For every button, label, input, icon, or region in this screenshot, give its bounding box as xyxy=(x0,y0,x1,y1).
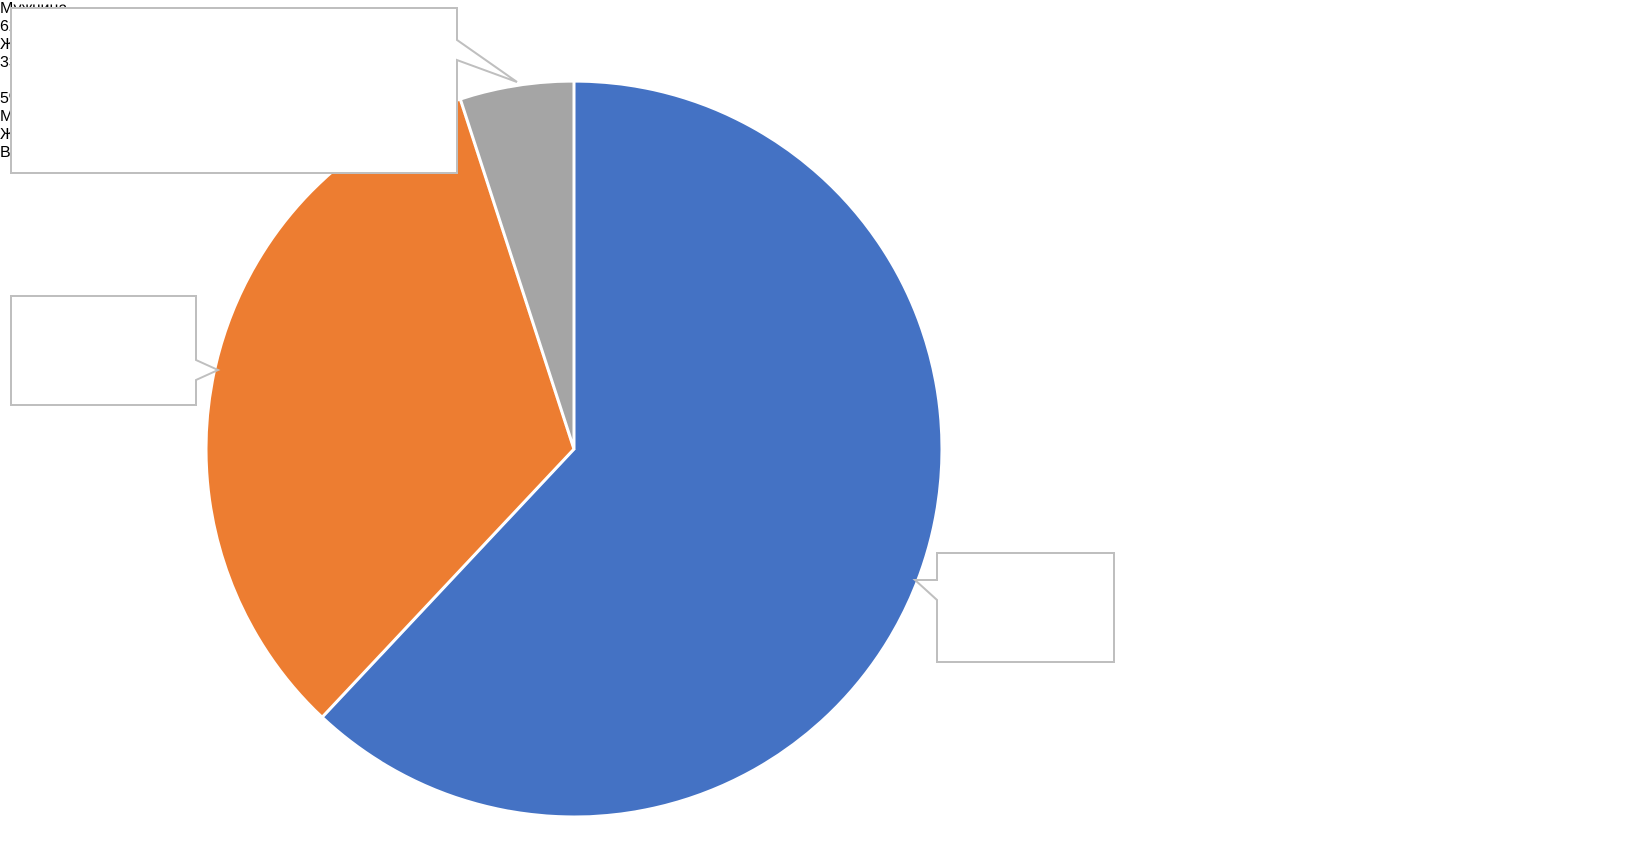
callout-box xyxy=(10,295,221,406)
pie-slice xyxy=(319,79,944,819)
callout-box xyxy=(10,7,518,174)
pie-slice xyxy=(458,79,576,450)
callout-box xyxy=(912,552,1115,663)
